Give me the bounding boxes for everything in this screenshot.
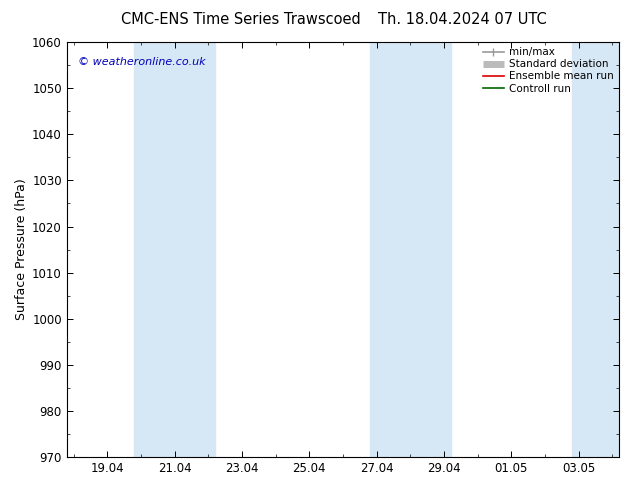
- Text: Th. 18.04.2024 07 UTC: Th. 18.04.2024 07 UTC: [378, 12, 547, 27]
- Bar: [572, 42, 629, 457]
- Legend: min/max, Standard deviation, Ensemble mean run, Controll run: min/max, Standard deviation, Ensemble me…: [481, 45, 616, 96]
- Y-axis label: Surface Pressure (hPa): Surface Pressure (hPa): [15, 179, 28, 320]
- Text: © weatheronline.co.uk: © weatheronline.co.uk: [78, 56, 205, 67]
- Bar: [370, 42, 451, 457]
- Text: CMC-ENS Time Series Trawscoed: CMC-ENS Time Series Trawscoed: [121, 12, 361, 27]
- Bar: [134, 42, 215, 457]
